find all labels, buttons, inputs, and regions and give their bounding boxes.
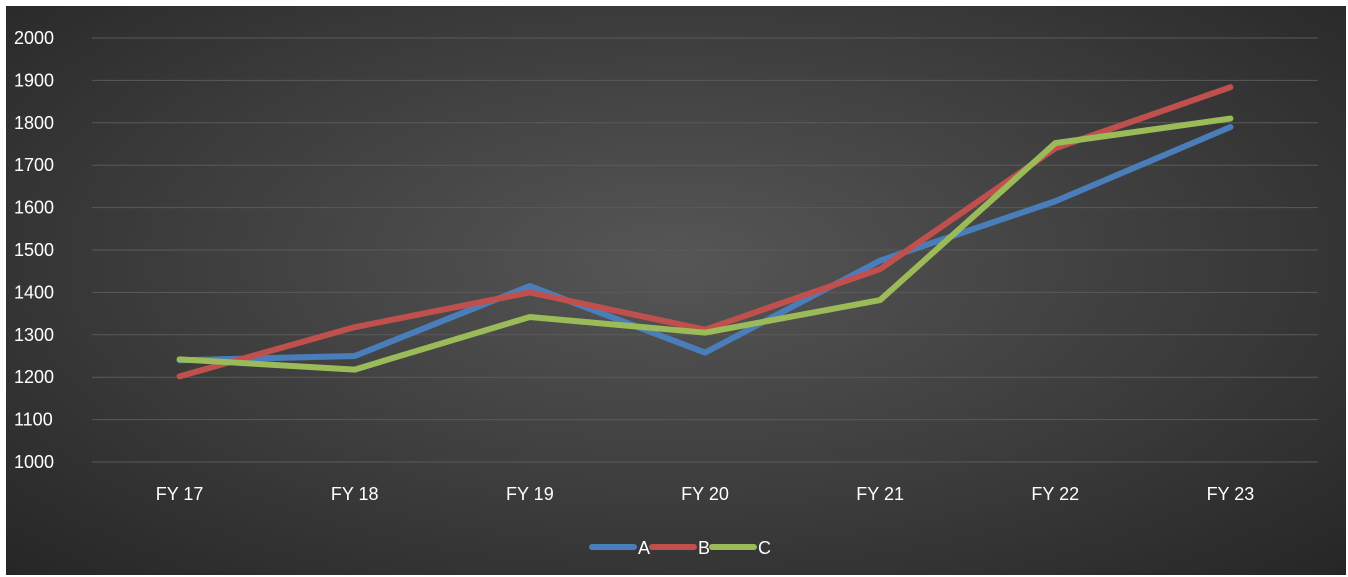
x-tick-label: FY 19	[506, 484, 554, 504]
line-chart: 1000 1100 1200 1300 1400 1500 1600 1700 1800 1900…	[14, 28, 1318, 558]
y-tick-label: 2000	[14, 28, 54, 48]
x-tick-label: FY 21	[856, 484, 904, 504]
y-axis: 1000 1100 1200 1300 1400 1500 1600 1700 1800 1900…	[14, 28, 54, 472]
x-tick-label: FY 17	[156, 484, 204, 504]
series-line-c	[176, 115, 1234, 373]
series-line-a	[176, 124, 1234, 364]
y-tick-label: 1600	[14, 198, 54, 218]
chart-area: 1000 1100 1200 1300 1400 1500 1600 1700 1800 1900…	[6, 6, 1346, 575]
y-tick-label: 1400	[14, 282, 54, 302]
legend-label: C	[758, 538, 771, 558]
legend-label: B	[698, 538, 710, 558]
x-tick-label: FY 20	[681, 484, 729, 504]
legend: A B C	[589, 538, 771, 558]
y-tick-label: 1100	[14, 410, 53, 430]
legend-label: A	[638, 538, 650, 558]
series-lines	[176, 84, 1234, 380]
y-tick-label: 1300	[14, 325, 54, 345]
gridlines	[92, 37, 1318, 463]
y-tick-label: 1800	[14, 113, 54, 133]
x-tick-label: FY 23	[1207, 484, 1255, 504]
x-axis: FY 17 FY 18 FY 19 FY 20 FY 21 FY 22 FY 23	[156, 484, 1255, 504]
y-tick-label: 1200	[14, 367, 54, 387]
x-tick-label: FY 18	[331, 484, 379, 504]
y-tick-label: 1900	[14, 70, 54, 90]
y-tick-label: 1500	[14, 240, 54, 260]
y-tick-label: 1700	[14, 155, 54, 175]
x-tick-label: FY 22	[1031, 484, 1079, 504]
y-tick-label: 1000	[14, 452, 54, 472]
